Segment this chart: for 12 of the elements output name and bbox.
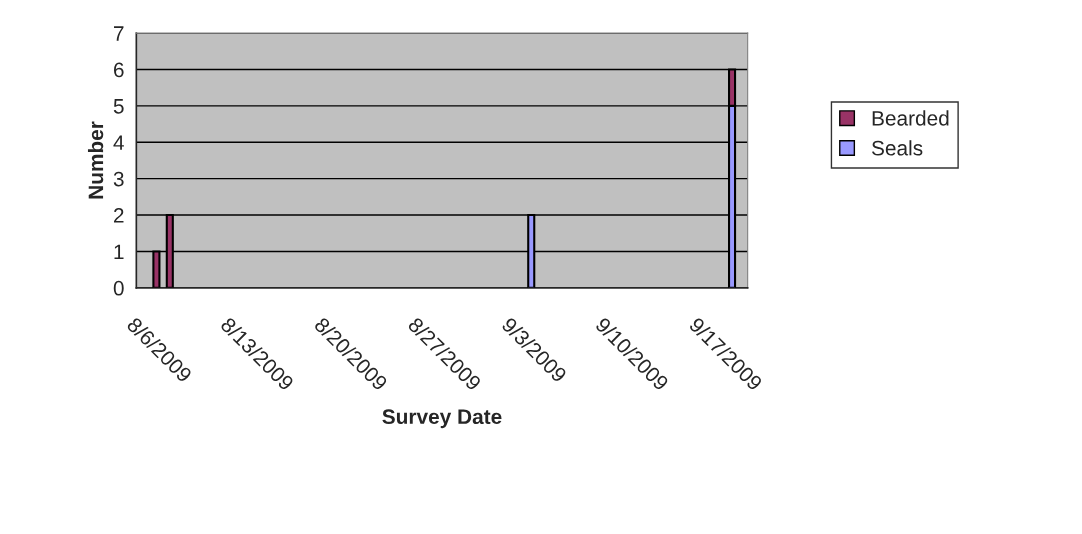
- y-tick-label: 2: [113, 208, 124, 223]
- y-tick-label: 0: [113, 280, 124, 296]
- y-tick-label: 4: [113, 135, 124, 150]
- y-axis-title: Number: [87, 121, 104, 199]
- y-tick-label: 3: [113, 171, 124, 187]
- legend-label: Bearded: [872, 110, 949, 126]
- x-axis-title: Survey Date: [382, 409, 502, 429]
- y-tick-label: 7: [114, 26, 124, 41]
- y-tick-label: 5: [113, 99, 124, 114]
- legend-label: Seals: [871, 140, 923, 156]
- y-tick-label: 1: [114, 244, 124, 259]
- y-tick-label: 6: [114, 62, 124, 78]
